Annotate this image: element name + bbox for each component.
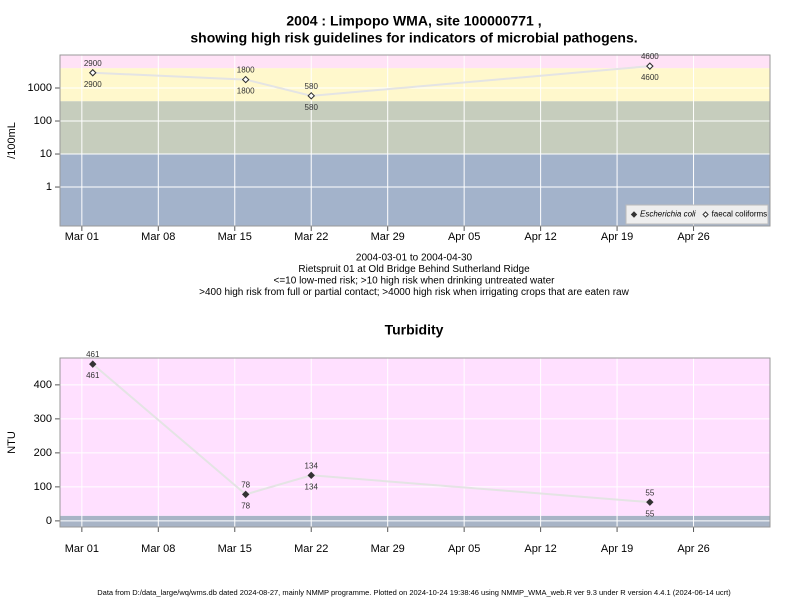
y-tick-label: 200 — [34, 447, 52, 459]
risk-band — [60, 101, 770, 155]
marker — [307, 92, 315, 100]
y-tick-label: 1 — [46, 181, 52, 193]
subtitle: Rietspruit 01 at Old Bridge Behind Suthe… — [298, 264, 530, 275]
y-tick-label: 400 — [34, 379, 52, 391]
y-tick-label: 0 — [46, 515, 52, 527]
risk-band — [60, 55, 770, 69]
marker — [241, 490, 250, 499]
subtitle: 2004-03-01 to 2004-04-30 — [356, 253, 473, 264]
risk-band — [60, 358, 770, 516]
x-tick-label: Apr 12 — [524, 231, 556, 243]
x-tick-label: Apr 26 — [677, 543, 709, 555]
series-line — [92, 363, 650, 504]
risk-band — [60, 68, 770, 102]
y-tick-label: 100 — [34, 481, 52, 493]
data-label: 134 — [305, 482, 319, 491]
legend-label: faecal coliforms — [712, 210, 768, 219]
x-tick-label: Apr 12 — [524, 543, 556, 555]
chart-title: 2004 : Limpopo WMA, site 100000771 , — [286, 13, 541, 29]
y-axis-label: NTU — [6, 431, 18, 454]
x-tick-label: Mar 08 — [141, 231, 175, 243]
data-label: 1800 — [237, 87, 255, 96]
legend-box — [625, 204, 769, 225]
series-line — [92, 65, 650, 97]
data-label: 580 — [305, 103, 319, 112]
y-tick-label: 100 — [34, 115, 52, 127]
x-tick-label: Mar 15 — [218, 543, 252, 555]
x-tick-label: Apr 19 — [601, 231, 633, 243]
marker — [89, 69, 97, 77]
plot-frame — [59, 357, 771, 528]
x-tick-label: Apr 05 — [448, 543, 480, 555]
data-label: 4600 — [641, 73, 659, 82]
data-label: 55 — [645, 509, 654, 518]
data-label: 78 — [241, 501, 250, 510]
x-tick-label: Mar 22 — [294, 231, 328, 243]
data-label: 580 — [305, 82, 319, 91]
x-tick-label: Mar 29 — [371, 543, 405, 555]
data-label: 2900 — [84, 59, 102, 68]
subtitle: <=10 low-med risk; >10 high risk when dr… — [274, 276, 556, 287]
marker — [307, 471, 315, 480]
x-tick-label: Mar 29 — [371, 231, 405, 243]
y-tick-label: 10 — [40, 148, 52, 160]
data-label: 134 — [305, 461, 319, 470]
legend-label: Escherichia coli — [640, 210, 696, 219]
marker — [241, 75, 250, 84]
marker — [89, 360, 97, 368]
x-tick-label: Apr 05 — [448, 231, 480, 243]
data-label: 78 — [241, 480, 250, 489]
y-axis-label: /100mL — [6, 122, 18, 159]
x-tick-label: Mar 15 — [218, 231, 252, 243]
marker — [646, 498, 654, 506]
x-tick-label: Apr 19 — [601, 543, 633, 555]
y-tick-label: 300 — [34, 413, 52, 425]
x-tick-label: Mar 08 — [141, 543, 175, 555]
x-tick-label: Mar 22 — [294, 543, 328, 555]
subtitle: >400 high risk from full or partial cont… — [199, 287, 629, 298]
risk-band — [60, 515, 770, 527]
data-label: 55 — [645, 488, 654, 497]
data-label: 2900 — [84, 80, 102, 89]
legend-marker — [630, 211, 638, 218]
x-tick-label: Apr 26 — [677, 231, 709, 243]
data-label: 461 — [86, 350, 100, 359]
data-label: 4600 — [641, 52, 659, 61]
legend-marker — [702, 211, 709, 218]
data-label: 461 — [86, 371, 100, 380]
chart-title: showing high risk guidelines for indicat… — [190, 30, 637, 46]
plot-frame — [59, 54, 771, 227]
y-tick-label: 1000 — [28, 82, 52, 94]
data-label: 1800 — [237, 66, 255, 75]
x-tick-label: Mar 01 — [65, 231, 99, 243]
footer: Data from D:/data_large/wq/wms.db dated … — [97, 588, 731, 597]
x-tick-label: Mar 01 — [65, 543, 99, 555]
chart-title: Turbidity — [385, 322, 444, 338]
marker — [646, 62, 654, 70]
